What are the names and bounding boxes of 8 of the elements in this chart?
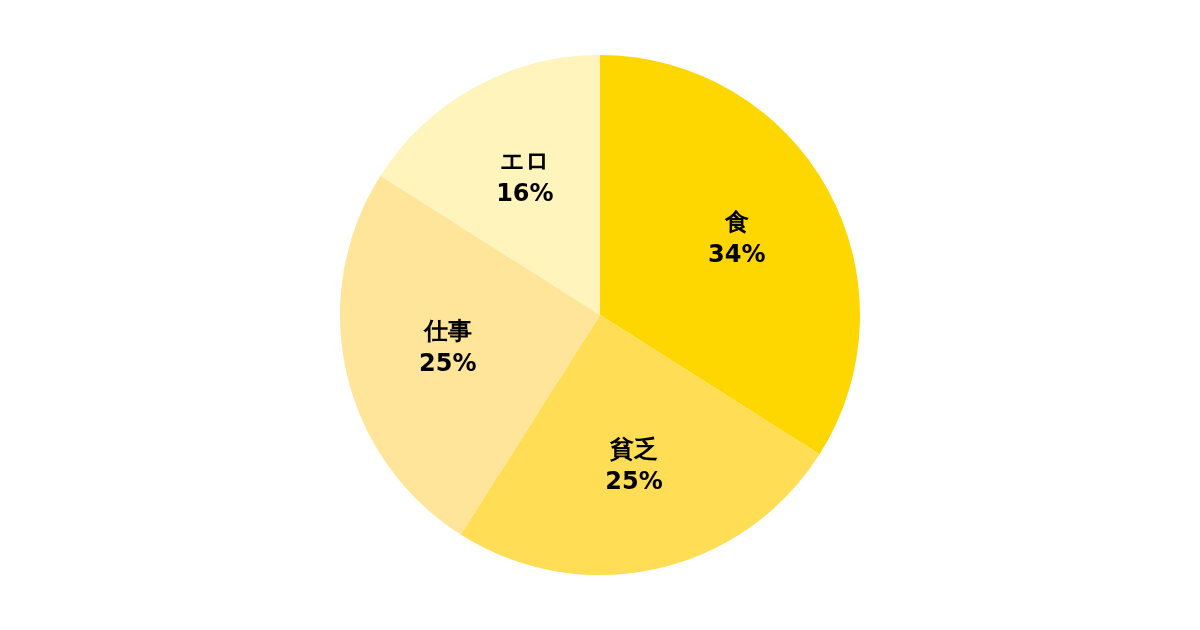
data-label: 34%: [707, 240, 766, 269]
data-label: 25%: [419, 349, 477, 378]
slice-label: エロ: [499, 146, 550, 175]
slice-label: 仕事: [422, 317, 472, 346]
data-label: 16%: [496, 178, 554, 207]
slice-label: 食: [723, 208, 749, 237]
data-label: 25%: [605, 467, 663, 496]
slice-label: 貧乏: [609, 435, 659, 464]
